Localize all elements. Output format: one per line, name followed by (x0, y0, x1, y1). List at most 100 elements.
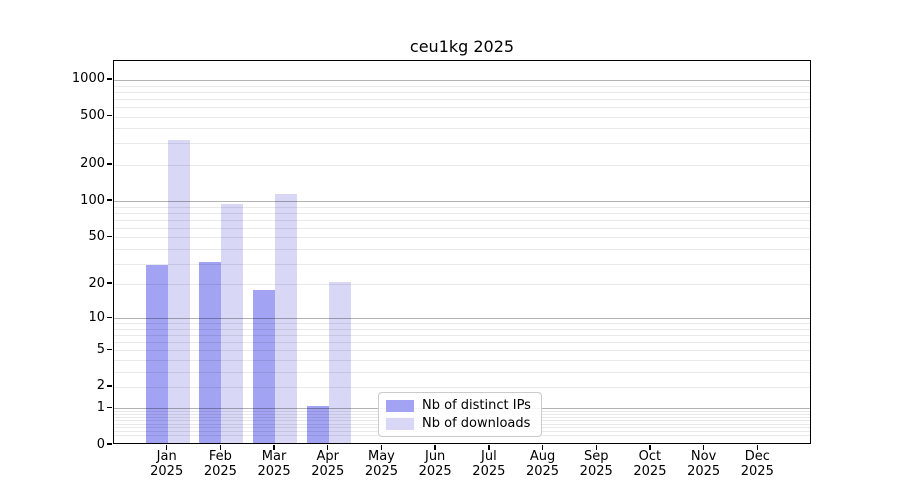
y-axis-tick-mark (107, 385, 112, 387)
x-axis-tick-label: Mar 2025 (246, 449, 302, 479)
y-axis-tick-mark (107, 316, 112, 318)
y-axis-tick-mark (107, 443, 112, 445)
y-axis-tick-label: 5 (96, 341, 105, 357)
bar-downloads (221, 203, 244, 443)
x-tick-month: Aug (529, 449, 556, 464)
legend-label-distinct-ips: Nb of distinct IPs (422, 398, 531, 413)
x-tick-month: Jan (156, 449, 177, 464)
y-axis-tick-label: 500 (80, 108, 105, 124)
x-axis-tick-mark (649, 445, 651, 450)
legend-item-distinct-ips: Nb of distinct IPs (386, 398, 533, 413)
x-axis-tick-mark (434, 445, 436, 450)
legend-swatch-distinct-ips-icon (386, 399, 414, 412)
gridline-minor (114, 128, 810, 130)
x-tick-year: 2025 (687, 463, 721, 479)
y-axis-tick-mark (107, 348, 112, 351)
x-axis-tick-label: Jan 2025 (139, 449, 195, 479)
y-axis-tick-label: 0 (96, 436, 105, 452)
x-tick-month: Oct (638, 449, 662, 464)
x-axis-tick-label: Jun 2025 (407, 449, 463, 479)
x-tick-month: Jun (424, 449, 446, 464)
x-axis-tick-label: Jul 2025 (461, 449, 517, 479)
x-axis-tick-mark (219, 445, 222, 450)
legend: Nb of distinct IPs Nb of downloads (378, 392, 542, 437)
x-axis-tick-label: Apr 2025 (300, 449, 356, 479)
x-tick-year: 2025 (525, 463, 560, 479)
x-tick-month: Mar (261, 449, 287, 464)
gridline-minor (114, 91, 810, 93)
bar-downloads (328, 282, 351, 443)
x-axis-tick-label: Oct 2025 (622, 449, 678, 479)
x-axis-tick-label: Nov 2025 (676, 449, 732, 479)
gridline-minor (114, 227, 810, 229)
gridline-minor (114, 212, 810, 214)
y-axis-tick-label: 20 (88, 275, 105, 291)
y-axis-tick-label: 1 (96, 399, 105, 415)
x-axis-tick-label: Dec 2025 (729, 449, 785, 479)
gridline-minor (114, 143, 810, 145)
y-axis-tick-label: 50 (88, 228, 105, 244)
y-axis-tick-label: 10 (88, 309, 105, 325)
x-tick-year: 2025 (311, 463, 345, 479)
x-axis-tick-mark (702, 445, 705, 450)
x-axis-tick-mark (380, 445, 383, 450)
bar-distinct-ips (199, 261, 222, 443)
x-tick-month: Feb (208, 449, 232, 464)
y-axis-tick-mark (107, 114, 112, 117)
y-axis-tick-mark (107, 199, 112, 201)
x-tick-month: Nov (690, 449, 717, 464)
x-tick-year: 2025 (472, 463, 506, 479)
y-axis-tick-label: 200 (80, 156, 105, 172)
bar-distinct-ips (253, 290, 276, 443)
x-tick-year: 2025 (579, 463, 613, 479)
y-axis-tick-label: 1000 (71, 71, 105, 87)
y-axis-tick-mark (107, 163, 112, 165)
gridline-minor (114, 219, 810, 221)
gridline-minor (114, 106, 810, 108)
x-axis-tick-mark (756, 445, 758, 450)
chart-title: ceu1kg 2025 (409, 37, 515, 56)
x-axis-tick-mark (165, 445, 168, 450)
legend-item-downloads: Nb of downloads (386, 416, 533, 431)
x-tick-year: 2025 (633, 463, 667, 479)
x-tick-month: Apr (316, 449, 340, 464)
legend-swatch-downloads-icon (386, 417, 414, 430)
bar-distinct-ips (306, 406, 329, 443)
legend-label-downloads: Nb of downloads (422, 416, 531, 431)
x-tick-year: 2025 (257, 463, 291, 479)
x-axis-tick-mark (488, 445, 490, 450)
x-axis-tick-label: Feb 2025 (192, 449, 248, 479)
x-axis-tick-mark (327, 445, 329, 450)
gridline-minor (114, 116, 810, 118)
x-tick-month: May (368, 449, 395, 464)
gridline-major (114, 79, 810, 81)
x-axis-tick-mark (273, 445, 275, 450)
x-tick-month: Sep (583, 449, 609, 464)
y-axis-tick-mark (107, 282, 112, 284)
x-axis-tick-mark (541, 445, 544, 450)
y-axis-tick-mark (107, 78, 112, 80)
x-tick-year: 2025 (364, 463, 398, 479)
x-axis-tick-mark (595, 445, 597, 450)
x-tick-year: 2025 (203, 463, 237, 479)
gridline-minor (114, 248, 810, 250)
x-tick-month: Dec (744, 449, 770, 464)
x-axis-tick-label: Aug 2025 (515, 449, 571, 479)
bar-downloads (275, 193, 298, 443)
gridline-minor (114, 164, 810, 166)
gridline-minor (114, 206, 810, 208)
x-tick-year: 2025 (150, 463, 184, 479)
y-axis-tick-label: 2 (96, 378, 105, 394)
y-axis-tick-label: 100 (80, 192, 105, 208)
y-axis-tick-mark (107, 406, 112, 409)
gridline-minor (114, 98, 810, 100)
gridline-major (114, 201, 810, 203)
x-axis-tick-label: Sep 2025 (568, 449, 624, 479)
gridline-minor (114, 85, 810, 87)
bar-downloads (167, 139, 190, 443)
y-axis-tick-mark (107, 235, 112, 237)
plot-area (113, 60, 811, 444)
x-axis-tick-label: May 2025 (353, 449, 409, 479)
x-tick-year: 2025 (418, 463, 452, 479)
